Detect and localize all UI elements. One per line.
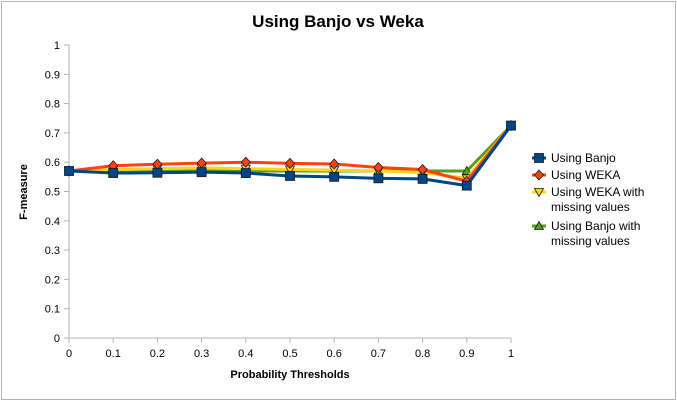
y-tick-label: 0.1 bbox=[45, 304, 60, 316]
series-using-banjo bbox=[64, 120, 516, 191]
data-point-using-weka bbox=[373, 161, 384, 174]
legend-item-using-banjo: Using Banjo bbox=[532, 151, 616, 165]
y-tick-label: 0.4 bbox=[45, 216, 60, 228]
axes: 0 0.1 0.2 0.3 0.4 0.5 0.6 0.7 0.8 0.9 1 0 0.1 0.2 0.3 0… bbox=[45, 40, 514, 360]
x-tick-label: 0.6 bbox=[327, 348, 342, 360]
y-tick-label: 1 bbox=[54, 40, 60, 52]
x-tick-label: 0.5 bbox=[282, 348, 297, 360]
legend-label: Using WEKA with bbox=[551, 185, 644, 199]
data-point-using-banjo bbox=[373, 173, 384, 184]
data-point-using-banjo bbox=[108, 168, 119, 178]
legend-label: missing values bbox=[551, 234, 630, 248]
x-tick-label: 0.8 bbox=[415, 348, 430, 360]
data-point-using-banjo bbox=[461, 180, 472, 191]
data-point-using-banjo bbox=[417, 174, 428, 184]
legend-marker bbox=[534, 153, 544, 163]
data-point-using-banjo bbox=[152, 167, 163, 178]
data-point-using-banjo bbox=[329, 171, 340, 182]
y-tick-label: 0.5 bbox=[45, 187, 60, 199]
x-tick-label: 0.2 bbox=[150, 348, 165, 360]
x-tick-label: 0 bbox=[66, 348, 72, 360]
y-tick-label: 0.9 bbox=[45, 69, 60, 81]
legend-marker bbox=[533, 169, 545, 181]
y-tick-label: 0.8 bbox=[45, 99, 60, 111]
legend-label: Using Banjo bbox=[551, 151, 616, 165]
series-layer bbox=[63, 119, 517, 191]
x-tick-label: 0.9 bbox=[459, 348, 474, 360]
x-tick-label: 0.4 bbox=[238, 348, 253, 360]
x-tick-label: 0.1 bbox=[106, 348, 121, 360]
data-point-using-banjo bbox=[240, 168, 251, 178]
data-point-using-banjo bbox=[506, 120, 516, 131]
data-point-using-weka bbox=[329, 158, 340, 170]
legend-marker bbox=[533, 188, 545, 198]
x-tick-label: 1 bbox=[508, 348, 514, 360]
data-point-using-banjo bbox=[196, 167, 207, 178]
legend-label: Using Banjo with bbox=[551, 219, 640, 233]
legend-label: Using WEKA bbox=[551, 168, 620, 182]
chart-title: Using Banjo vs Weka bbox=[252, 12, 424, 31]
legend-label: missing values bbox=[551, 200, 630, 214]
y-tick-label: 0.2 bbox=[45, 274, 60, 286]
y-tick-label: 0.6 bbox=[45, 157, 60, 169]
y-tick-label: 0 bbox=[54, 333, 60, 345]
x-tick-label: 0.7 bbox=[371, 348, 386, 360]
x-axis-label: Probability Thresholds bbox=[230, 369, 349, 381]
x-tick-label: 0.3 bbox=[194, 348, 209, 360]
y-tick-label: 0.7 bbox=[45, 128, 60, 140]
legend-item-using-weka: Using WEKA bbox=[532, 168, 620, 182]
data-point-using-banjo bbox=[285, 171, 295, 181]
legend-marker bbox=[533, 220, 545, 230]
data-point-using-weka bbox=[240, 156, 251, 168]
data-point-using-banjo bbox=[64, 166, 74, 176]
y-tick-label: 0.3 bbox=[45, 245, 60, 257]
data-point-using-weka bbox=[284, 157, 296, 169]
y-axis-label: F-measure bbox=[18, 164, 30, 220]
